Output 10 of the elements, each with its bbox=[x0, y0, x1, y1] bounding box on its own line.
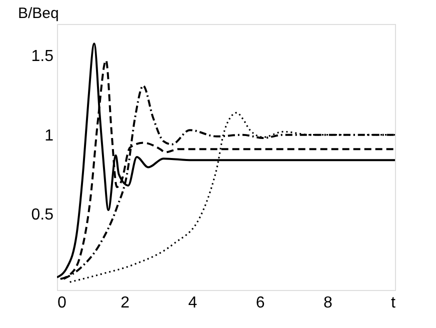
x-tick-label: 4 bbox=[188, 294, 198, 312]
y-axis-title: B/Beq bbox=[18, 5, 59, 22]
y-tick-label: 0.5 bbox=[31, 206, 54, 224]
y-tick-label: 1 bbox=[44, 127, 54, 144]
x-tick-label: 6 bbox=[256, 294, 265, 312]
x-tick-label: 8 bbox=[323, 294, 332, 312]
x-tick-label: 0 bbox=[58, 294, 66, 312]
y-tick-label: 1.5 bbox=[31, 48, 54, 66]
x-tick-label: t bbox=[391, 294, 396, 312]
x-tick-label: 2 bbox=[120, 294, 130, 312]
